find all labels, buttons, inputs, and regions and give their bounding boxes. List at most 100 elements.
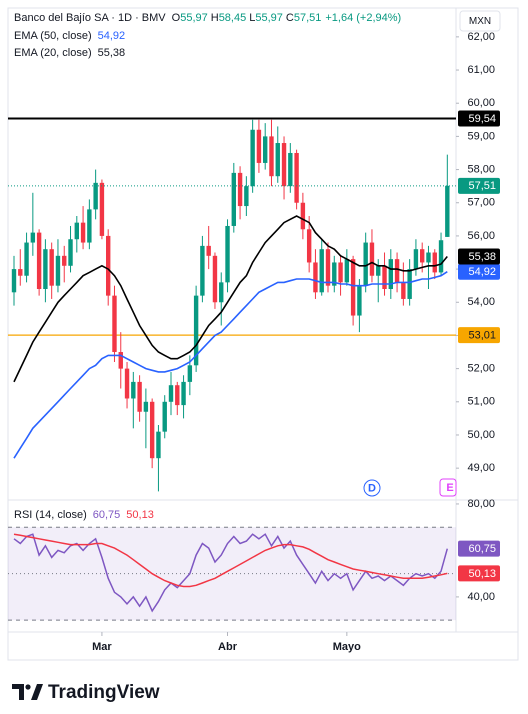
price-badge (458, 248, 500, 265)
legend-value: 54,92 (98, 30, 126, 42)
legend-value: 55,38 (98, 47, 126, 59)
legend-value: 50,13 (126, 509, 154, 521)
candle-body (432, 252, 437, 273)
candle-body (24, 242, 29, 276)
candle-body (137, 381, 142, 412)
candle-body (80, 222, 86, 243)
event-marker (439, 478, 457, 497)
candle-body (118, 352, 123, 369)
x-tick-label: Mayo (333, 641, 361, 653)
candle-body (332, 262, 337, 286)
candle-body (344, 259, 350, 283)
candle-body (263, 136, 268, 163)
y-tick-label: 80,00 (467, 498, 495, 510)
price-badge-label: 55,38 (468, 251, 496, 263)
header: Banco del Bajío SA · 1D · BMV O55,97 H58,4… (14, 12, 401, 24)
price-badge (458, 110, 500, 127)
price-badge-label: 50,13 (468, 568, 496, 580)
candle-body (438, 240, 444, 273)
y-tick-label: 56,00 (467, 230, 495, 242)
candle-body (99, 182, 105, 236)
readout-key: L (249, 12, 255, 24)
candle-body (175, 385, 180, 406)
candle-body (149, 401, 155, 459)
price-badge-label: 53,01 (468, 330, 496, 342)
price-badge-label: 60,75 (468, 543, 496, 555)
candle-body (401, 282, 406, 299)
candle-body (168, 385, 174, 402)
price-badge (458, 177, 500, 194)
rsi-line (13, 533, 449, 613)
candle-body (413, 249, 419, 270)
candle-body (281, 143, 287, 187)
candle-body (62, 255, 67, 266)
y-tick-label: 60,00 (467, 97, 495, 109)
candle-body (106, 235, 111, 296)
candle-body (68, 239, 73, 266)
plot-layer: 49,0050,0051,0052,0053,0054,0055,0056,00… (8, 30, 500, 653)
candle-body (300, 202, 306, 230)
event-label: D (368, 482, 376, 494)
symbol-title: Banco del Bajío SA · 1D · BMV (14, 12, 166, 24)
x-tick-label: Abr (218, 641, 238, 653)
legend-entry: EMA (20, close) 55,38 (14, 47, 125, 59)
candle-body (30, 232, 36, 243)
candle-body (11, 269, 17, 293)
ema-line (13, 271, 448, 459)
candle-body (275, 143, 280, 177)
ema-line (13, 215, 448, 383)
candle-body (426, 252, 431, 263)
logo-mark (12, 684, 24, 700)
price-badge (458, 540, 500, 557)
candle-body (162, 401, 167, 432)
candle-body (156, 431, 161, 459)
price-badge-label: 57,51 (468, 180, 496, 192)
candle-body (231, 172, 236, 226)
y-tick-label: 40,00 (467, 591, 495, 603)
candle-body (313, 262, 318, 293)
candle-body (394, 259, 400, 283)
candle-body (338, 262, 343, 283)
legend-name: RSI (14, close) (14, 509, 87, 521)
readout-value: 55,97 (255, 12, 283, 24)
readout-key: O (172, 12, 181, 24)
y-tick-label: 54,00 (467, 296, 495, 308)
legend-name: EMA (50, close) (14, 30, 92, 42)
readout-value: 55,97 (180, 12, 208, 24)
logo-mark (31, 684, 43, 700)
candle-body (445, 185, 450, 237)
change: +1,64 (+2,94%) (325, 12, 401, 24)
legend-entry: EMA (50, close) 54,92 (14, 30, 125, 42)
candle-body (206, 245, 211, 256)
readout-value: 57,51 (294, 12, 322, 24)
candle-body (369, 242, 375, 276)
candle-body (143, 401, 149, 412)
candle-body (319, 249, 324, 293)
ohlc-header: Banco del Bajío SA · 1D · BMV O55,97 H58,4… (14, 12, 401, 24)
candle-body (388, 259, 393, 290)
y-tick-label: 61,00 (467, 64, 495, 76)
currency[interactable]: MXN (469, 16, 491, 27)
brand: TradingView (48, 682, 160, 703)
candle-body (420, 249, 425, 263)
y-tick-label: 50,00 (467, 429, 495, 441)
candle-body (325, 249, 331, 286)
logo-mark (25, 684, 31, 690)
candle-body (36, 232, 42, 290)
candle-body (294, 152, 299, 203)
y-tick-label: 51,00 (467, 396, 495, 408)
legend-entry: RSI (14, close) 60,75 50,13 (14, 509, 154, 521)
candle-body (244, 186, 249, 207)
candle-body (18, 269, 23, 276)
currency-button[interactable] (459, 10, 501, 32)
legend-value: 60,75 (93, 509, 121, 521)
candle-body (219, 282, 224, 303)
y-tick-label: 52,00 (467, 363, 495, 375)
candle-body (124, 368, 130, 399)
candle-body (131, 381, 136, 399)
candle-body (350, 259, 356, 316)
price-badge-label: 59,54 (468, 113, 496, 125)
brand-logo: TradingView (12, 682, 160, 703)
